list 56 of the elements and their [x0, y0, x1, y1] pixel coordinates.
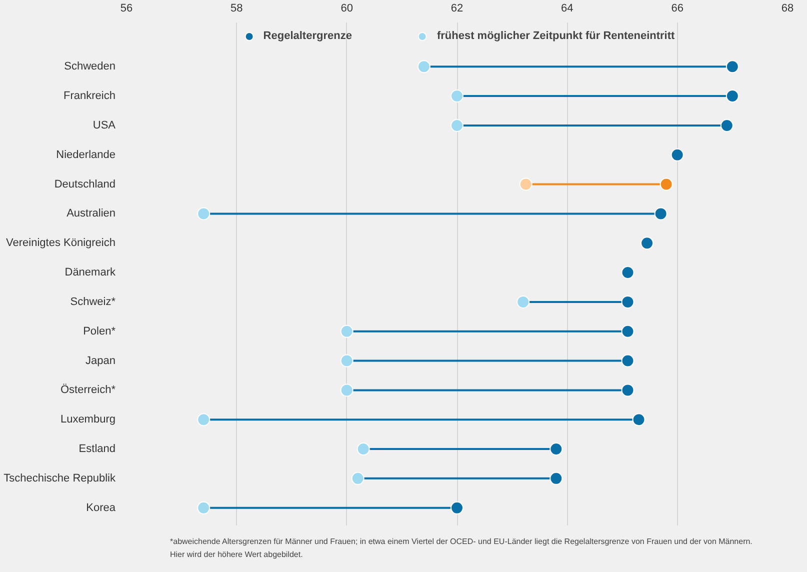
point [197, 413, 210, 426]
point [621, 295, 634, 308]
point [197, 501, 210, 514]
point [340, 324, 354, 338]
y-tick-label: Schweiz* [70, 296, 116, 308]
text: *abweichende Altersgrenzen für Männer und Frauen; in etwa einem Viertel der OCED- und EU-Länder liegt die Regelaltersgrenze von Frauen und der von Männern. [170, 537, 752, 546]
y-tick-label: Japan [86, 354, 116, 367]
x-tick-label: 60 [340, 2, 353, 14]
point [670, 148, 684, 162]
y-tick-label: Dänemark [64, 266, 116, 279]
y-tick-label: Tschechische Republik [4, 472, 116, 484]
point [351, 472, 364, 485]
x-tick-label: 64 [561, 2, 574, 14]
legend-label: Regelaltergrenze [263, 30, 352, 42]
point [640, 236, 654, 250]
point [621, 266, 634, 280]
x-tick-label: 56 [120, 2, 133, 14]
point [550, 442, 563, 456]
y-tick-label: Frankreich [64, 90, 116, 102]
x-tick-label: 58 [230, 2, 243, 14]
point [356, 442, 370, 456]
point [340, 354, 354, 368]
x-tick-label: 66 [671, 2, 684, 14]
point [720, 118, 734, 132]
y-tick-label: Deutschland [54, 178, 116, 190]
y-tick-label: Luxemburg [60, 414, 116, 426]
point [519, 178, 532, 191]
y-tick-label: Korea [86, 502, 116, 514]
x-tick-label: 68 [781, 2, 794, 14]
x-tick-label: 62 [450, 2, 464, 14]
point [726, 60, 739, 74]
point [516, 295, 530, 308]
y-tick-label: Polen* [83, 325, 116, 338]
y-tick-label: Vereinigtes Königreich [6, 237, 116, 250]
point [417, 60, 430, 74]
point [621, 324, 634, 338]
point [632, 413, 646, 426]
y-tick-label: USA [92, 119, 116, 132]
point [726, 90, 739, 103]
point [550, 472, 563, 485]
y-tick-label: Niederlande [56, 148, 116, 161]
point [450, 501, 464, 514]
point [621, 354, 634, 368]
point [621, 384, 634, 397]
y-tick-label: Österreich* [60, 383, 116, 396]
y-tick-label: Estland [78, 443, 116, 456]
y-tick-label: Australien [66, 208, 116, 220]
y-tick-label: Schweden [64, 60, 116, 73]
point [450, 90, 464, 103]
point [450, 118, 464, 132]
text: Hier wird der höhere Wert abgebildet. [170, 550, 303, 559]
point [340, 384, 354, 397]
point [660, 178, 673, 191]
legend-label: frühest möglicher Zeitpunkt für Renteneintritt [436, 30, 675, 42]
point [197, 207, 210, 220]
point [654, 207, 668, 220]
